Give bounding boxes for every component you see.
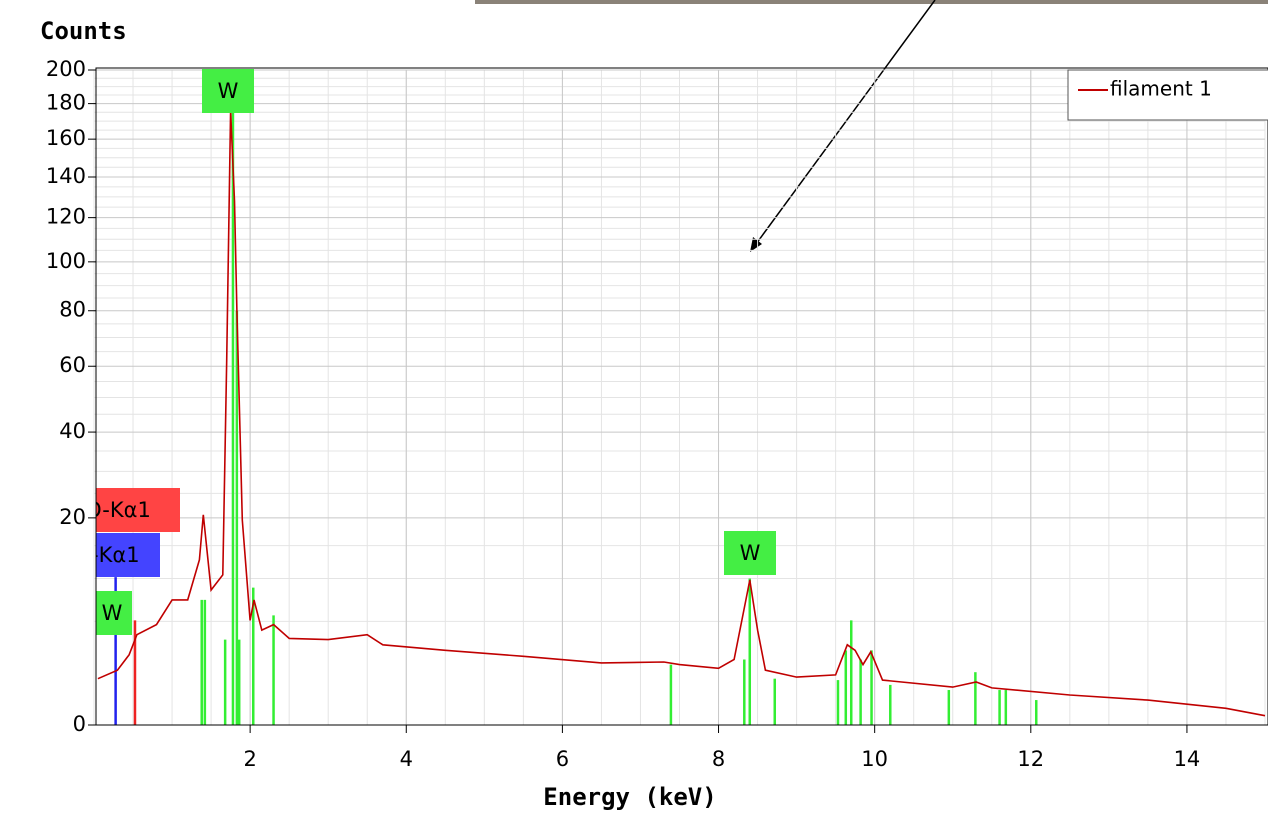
marker-label: W xyxy=(218,79,239,103)
marker-label: W xyxy=(102,601,123,625)
x-tick-label: 8 xyxy=(712,747,725,771)
marker-label: W xyxy=(740,541,761,565)
marker-label: O-Kα1 xyxy=(85,498,151,522)
plot-area: W W W O-Kα1 C-Kα1 xyxy=(76,69,1266,725)
y-tick-label: 80 xyxy=(59,298,86,322)
grid xyxy=(93,69,1266,726)
spectrum-line xyxy=(97,110,1266,717)
y-tick-label: 40 xyxy=(59,419,86,443)
legend-label: filament 1 xyxy=(1110,77,1212,101)
y-tick-label: 20 xyxy=(59,505,86,529)
arrow xyxy=(755,0,936,245)
x-tick-label: 12 xyxy=(1017,747,1044,771)
y-tick-label: 120 xyxy=(46,205,86,229)
y-tick-label: 200 xyxy=(46,57,86,81)
y-tick-label: 140 xyxy=(46,164,86,188)
arrow-head xyxy=(750,237,762,252)
legend: filament 1 xyxy=(1067,69,1268,121)
x-tick-label: 10 xyxy=(861,747,888,771)
x-tick-label: 6 xyxy=(556,747,569,771)
x-axis-title: Energy (keV) xyxy=(543,783,716,811)
y-axis-title: Counts xyxy=(40,17,127,45)
y-tick-label: 180 xyxy=(46,91,86,115)
y-tick-label: 160 xyxy=(46,126,86,150)
marker-label-box xyxy=(202,69,254,113)
y-tick-label: 60 xyxy=(59,353,86,377)
x-tick-label: 4 xyxy=(400,747,413,771)
marker-label-box xyxy=(96,488,180,532)
marker-label-box xyxy=(724,531,776,575)
photo-strip xyxy=(475,0,1268,4)
x-tick-label: 14 xyxy=(1174,747,1201,771)
marker-label: C-Kα1 xyxy=(76,543,139,567)
marker-label-box xyxy=(96,533,160,577)
x-tick-label: 2 xyxy=(243,747,256,771)
legend-box xyxy=(1067,69,1268,121)
y-tick-label: 0 xyxy=(73,712,86,736)
marker-label-box xyxy=(96,591,132,635)
y-tick-label: 100 xyxy=(46,249,86,273)
plot-frame xyxy=(95,67,1268,726)
